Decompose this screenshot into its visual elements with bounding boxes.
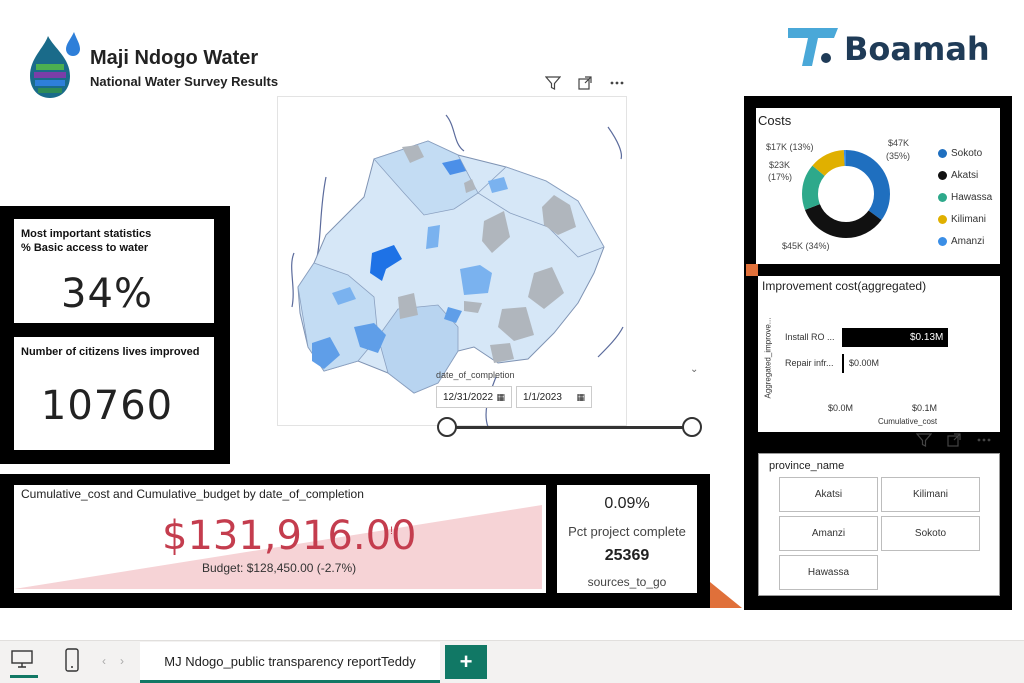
mobile-layout-icon[interactable] <box>64 648 82 674</box>
bar-value-install: $0.13M <box>910 332 944 343</box>
end-date-input[interactable]: 1/1/2023 ▦ <box>516 386 592 408</box>
costs-chart-title: Costs <box>758 113 792 128</box>
map-visual-header <box>544 74 626 92</box>
improvement-chart-title: Improvement cost(aggregated) <box>762 279 927 293</box>
cumulative-cost-value: $131,916.00 <box>162 513 417 559</box>
sources-to-go-label: sources_to_go <box>587 575 667 589</box>
province-slicer-title: province_name <box>769 460 845 472</box>
slice-amanzi <box>802 150 890 238</box>
costs-donut-card: Costs $47K (35%) $45K (34%) $23K (17%) $… <box>756 108 1000 264</box>
slice-hawassa <box>802 150 890 238</box>
desktop-layout-icon[interactable] <box>10 648 38 678</box>
slice-label-sokoto-value: $47K <box>888 138 910 148</box>
tab-report-page[interactable]: MJ Ndogo_public transparency reportTeddy <box>140 642 440 683</box>
citizens-value: 10760 <box>40 383 174 429</box>
filter-icon[interactable] <box>915 431 933 449</box>
report-title: Maji Ndogo Water <box>90 47 259 69</box>
bar-category-repair: Repair infr... <box>785 358 834 368</box>
legend-item-akatsi[interactable]: Akatsi <box>938 164 992 186</box>
slice-akatsi <box>802 150 890 238</box>
province-option-kilimani[interactable]: Kilimani <box>881 477 980 512</box>
more-options-icon[interactable] <box>608 74 626 92</box>
start-date-value: 12/31/2022 <box>443 391 494 403</box>
brand-mark-icon <box>788 28 838 66</box>
costs-donut-chart[interactable] <box>798 146 894 242</box>
x-tick-0: $0.0M <box>828 403 854 413</box>
slice-label-sokoto-pct: (35%) <box>886 151 911 161</box>
budget-area-shape <box>14 505 542 589</box>
date-slider-track[interactable] <box>446 426 692 429</box>
province-option-amanzi[interactable]: Amanzi <box>779 516 878 551</box>
date-slider-start-handle[interactable] <box>437 417 457 437</box>
focus-mode-icon[interactable] <box>576 74 594 92</box>
bar-install-ro[interactable] <box>842 328 948 347</box>
pct-complete-label: Pct project complete <box>568 524 686 539</box>
slice-label-akatsi: $45K (34%) <box>782 241 830 251</box>
scroll-right-icon[interactable]: › <box>120 654 124 668</box>
basic-access-value: 34% <box>61 271 153 317</box>
date-slider-end-handle[interactable] <box>682 417 702 437</box>
report-subtitle: National Water Survey Results <box>90 74 279 89</box>
basic-access-label-line1: Most important statistics <box>21 228 152 240</box>
sources-to-go-value: 25369 <box>604 547 650 564</box>
add-page-button[interactable]: + <box>445 645 487 679</box>
resize-corner-icon[interactable] <box>708 580 744 610</box>
filter-icon[interactable] <box>544 74 562 92</box>
slice-label-hawassa-value: $23K <box>769 160 791 170</box>
province-option-hawassa[interactable]: Hawassa <box>779 555 878 590</box>
basic-access-label-line2: % Basic access to water <box>21 242 149 254</box>
province-option-sokoto[interactable]: Sokoto <box>881 516 980 551</box>
budget-line: Budget: $128,450.00 (-2.7%) <box>202 561 357 575</box>
end-date-value: 1/1/2023 <box>523 391 562 403</box>
brand-name: Boamah <box>844 30 990 68</box>
project-progress-card: 0.09% Pct project complete 25369 sources… <box>557 485 697 593</box>
legend-item-hawassa[interactable]: Hawassa <box>938 186 992 208</box>
x-tick-1: $0.1M <box>912 403 938 413</box>
report-canvas: Maji Ndogo Water National Water Survey R… <box>0 20 1012 610</box>
province-slicer: province_name Akatsi Kilimani Amanzi Sok… <box>758 453 1000 596</box>
legend-item-sokoto[interactable]: Sokoto <box>938 142 992 164</box>
legend-item-amanzi[interactable]: Amanzi <box>938 230 992 252</box>
pct-complete-value: 0.09% <box>604 495 650 512</box>
budget-chart-title: Cumulative_cost and Cumulative_budget by… <box>21 487 364 501</box>
province-option-akatsi[interactable]: Akatsi <box>779 477 878 512</box>
slice-label-kilimani: $17K (13%) <box>766 142 814 152</box>
citizens-card: Number of citizens lives improved 10760 <box>14 337 214 450</box>
start-date-input[interactable]: 12/31/2022 ▦ <box>436 386 512 408</box>
date-slicer-title: date_of_completion <box>436 370 515 380</box>
resize-handle-icon[interactable] <box>746 264 758 276</box>
chevron-down-icon[interactable]: ⌄ <box>690 364 699 375</box>
costs-legend: Sokoto Akatsi Hawassa Kilimani Amanzi <box>938 142 992 252</box>
improvement-cost-card: Improvement cost(aggregated) Aggregated_… <box>758 276 1000 432</box>
bar-repair-infrastructure[interactable] <box>842 354 844 373</box>
variance-warning-icon: ! <box>390 525 394 537</box>
slice-label-hawassa-pct: (17%) <box>768 172 793 182</box>
improvement-y-axis-label: Aggregated_improve... <box>763 317 773 399</box>
filled-map-visual[interactable] <box>277 96 628 428</box>
calendar-icon[interactable]: ▦ <box>496 391 505 402</box>
focus-mode-icon[interactable] <box>945 431 963 449</box>
province-map[interactable] <box>278 97 628 428</box>
basic-access-card: Most important statistics % Basic access… <box>14 219 214 323</box>
water-drop-logo-icon <box>30 32 80 98</box>
improvement-x-axis-label: Cumulative_cost <box>878 417 938 426</box>
province-slicer-header <box>915 431 993 449</box>
bar-value-repair: $0.00M <box>849 358 880 368</box>
citizens-label: Number of citizens lives improved <box>21 346 200 358</box>
scroll-left-icon[interactable]: ‹ <box>102 654 106 668</box>
brand-logo: Boamah <box>786 20 1000 72</box>
more-options-icon[interactable] <box>975 431 993 449</box>
budget-card: Cumulative_cost and Cumulative_budget by… <box>14 485 546 593</box>
bar-category-install: Install RO ... <box>785 332 835 342</box>
legend-item-kilimani[interactable]: Kilimani <box>938 208 992 230</box>
calendar-icon[interactable]: ▦ <box>576 391 585 402</box>
